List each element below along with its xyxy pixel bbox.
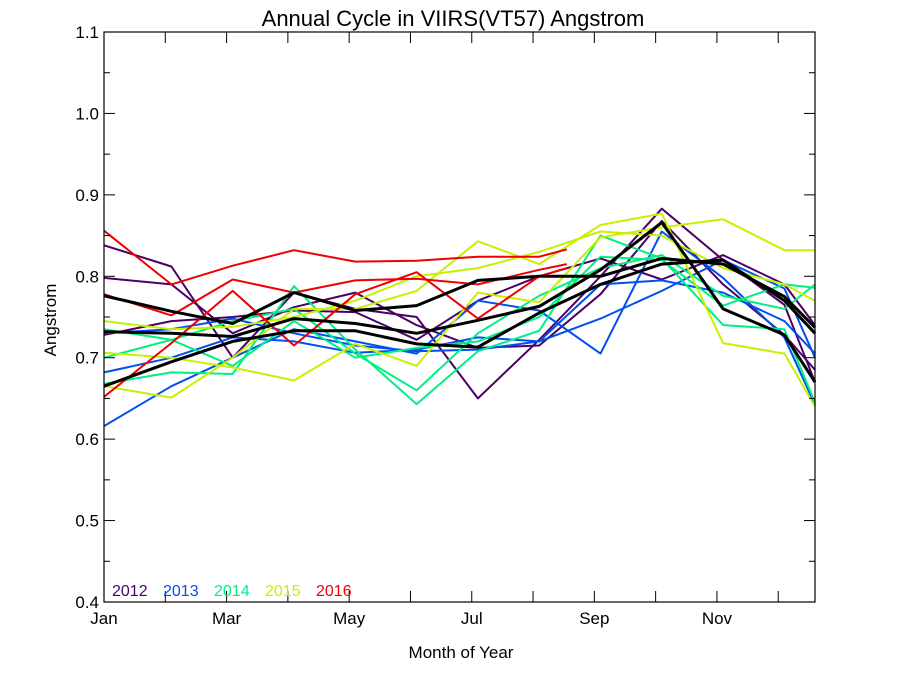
series-line-2015-11 [103, 230, 816, 331]
series-line-2013-5 [103, 279, 816, 355]
y-tick-label-4: 0.8 [75, 267, 99, 286]
x-tick-label-1: Mar [212, 609, 242, 628]
y-tick-label-1: 0.5 [75, 512, 99, 531]
x-tick-label-2: May [333, 609, 366, 628]
series-line-2016-14 [103, 267, 568, 398]
y-tick-label-0: 0.4 [75, 593, 99, 612]
series-line-mean-16 [103, 221, 817, 383]
y-tick-label-5: 0.9 [75, 186, 99, 205]
x-tick-label-0: Jan [90, 609, 117, 628]
series-line-mean-17 [103, 258, 817, 388]
x-axis-label: Month of Year [409, 643, 514, 662]
y-tick-label-2: 0.6 [75, 430, 99, 449]
series-line-2014-7 [103, 254, 816, 392]
series-line-2015-10 [103, 212, 816, 408]
legend-item-2014: 2014 [214, 583, 250, 600]
y-tick-label-7: 1.1 [75, 23, 99, 42]
y-tick-label-3: 0.7 [75, 349, 99, 368]
series-line-mean-15 [103, 256, 817, 329]
x-tick-label-5: Nov [702, 609, 733, 628]
series-layer [103, 207, 817, 427]
legend-item-2013: 2013 [163, 583, 199, 600]
y-axis-label: Angstrom [41, 284, 60, 357]
y-tick-label-6: 1.0 [75, 104, 99, 123]
series-line-2014-8 [103, 255, 816, 367]
series-line-2016-12 [103, 229, 568, 286]
series-line-2014-6 [103, 234, 816, 406]
legend: 2012 2013 2014 2015 2016 [112, 583, 352, 600]
x-tick-label-4: Sep [579, 609, 609, 628]
series-line-2016-13 [103, 263, 568, 317]
legend-item-2016: 2016 [316, 583, 352, 600]
legend-item-2012: 2012 [112, 583, 148, 600]
chart-title: Annual Cycle in VIIRS(VT57) Angstrom [262, 6, 645, 31]
series-line-2015-9 [103, 218, 815, 382]
axes-layer: 0.4 0.5 0.6 0.7 0.8 0.9 1.0 1.1 Jan Mar May Jul Sep N… [75, 23, 816, 628]
legend-item-2015: 2015 [265, 583, 301, 600]
x-tick-label-3: Jul [461, 609, 483, 628]
